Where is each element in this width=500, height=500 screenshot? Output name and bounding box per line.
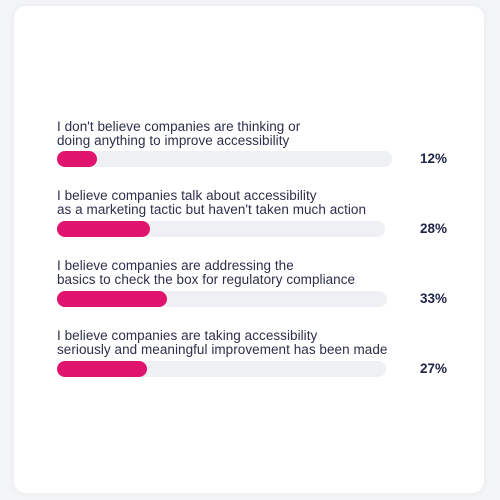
category-label: I believe companies talk about accessibi… [57,189,447,217]
bar-track [57,361,386,377]
bar [57,151,97,167]
category-label-line: I believe companies are addressing the [57,258,294,273]
category-label-line: seriously and meaningful improvement has… [57,342,388,357]
bar [57,221,150,237]
bar-track [57,221,385,237]
value-label: 12% [419,151,447,166]
category-label-line: as a marketing tactic but haven't taken … [57,202,367,217]
bar [57,361,147,377]
category-label-line: doing anything to improve accessibility [57,133,290,148]
chart-row: I believe companies talk about accessibi… [57,189,447,237]
category-label: I believe companies are addressing the b… [57,259,447,287]
survey-card [14,6,484,493]
category-label-line: I believe companies talk about accessibi… [57,188,317,203]
chart-row: I don't believe companies are thinking o… [57,120,447,167]
chart-row: I believe companies are addressing the b… [57,259,447,307]
value-label: 28% [419,221,447,236]
bar-track [57,291,387,307]
category-label: I believe companies are taking accessibi… [57,329,447,357]
category-label-line: I don't believe companies are thinking o… [57,119,301,134]
category-label: I don't believe companies are thinking o… [57,120,447,148]
bar-track [57,151,392,167]
value-label: 27% [419,361,447,376]
chart-row: I believe companies are taking accessibi… [57,329,447,377]
bar [57,291,167,307]
category-label-line: I believe companies are taking accessibi… [57,328,318,343]
category-label-line: basics to check the box for regulatory c… [57,272,356,287]
value-label: 33% [419,291,447,306]
